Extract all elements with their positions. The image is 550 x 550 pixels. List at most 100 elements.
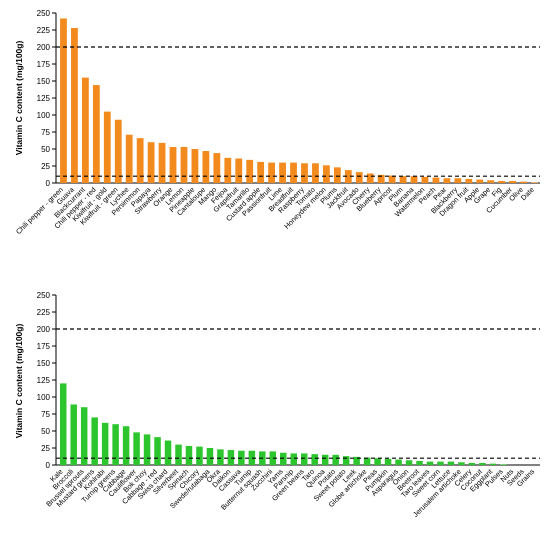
bar bbox=[395, 459, 402, 465]
chart-panel-vegetables: 0 25 50 75 100 125 150 175 200 225 250 Vitamin C co… bbox=[14, 291, 540, 519]
bar bbox=[301, 163, 308, 183]
bar bbox=[363, 457, 371, 465]
y-tick-label: 225 bbox=[37, 26, 51, 35]
y-tick-label: 150 bbox=[37, 359, 51, 368]
bar bbox=[164, 440, 172, 465]
bar bbox=[279, 162, 286, 183]
bar bbox=[498, 180, 506, 183]
y-axis-title: Vitamin C content (mg/100g) bbox=[14, 324, 24, 439]
bar bbox=[520, 181, 527, 183]
y-tick-label: 175 bbox=[37, 60, 51, 69]
bar bbox=[268, 162, 276, 183]
bar bbox=[191, 149, 199, 183]
y-tick-label: 250 bbox=[37, 9, 51, 18]
bar bbox=[217, 449, 224, 465]
bar bbox=[125, 134, 133, 183]
bar bbox=[269, 451, 277, 465]
bar bbox=[509, 180, 517, 183]
bar bbox=[476, 179, 484, 183]
bar bbox=[531, 182, 538, 183]
bar bbox=[353, 456, 360, 465]
bar bbox=[322, 165, 330, 183]
bar bbox=[136, 138, 144, 183]
y-tick-label: 125 bbox=[37, 376, 51, 385]
bar bbox=[468, 462, 476, 465]
bar bbox=[333, 167, 341, 183]
bar bbox=[344, 170, 352, 183]
bar bbox=[213, 153, 221, 183]
bar bbox=[81, 77, 89, 183]
bar bbox=[332, 454, 339, 465]
y-tick-label: 250 bbox=[37, 291, 51, 300]
bar bbox=[196, 446, 203, 465]
y-tick-label: 75 bbox=[41, 128, 50, 137]
bar bbox=[416, 460, 423, 465]
bar bbox=[432, 177, 440, 183]
y-tick-label: 225 bbox=[37, 308, 51, 317]
y-tick-label: 100 bbox=[37, 393, 51, 402]
bar bbox=[443, 178, 451, 183]
bar bbox=[311, 454, 318, 465]
chart-panel-fruits: 0 25 50 75 100 125 150 175 200 225 250 Vitamin C co… bbox=[14, 9, 540, 236]
bar bbox=[487, 180, 495, 183]
bar bbox=[489, 463, 497, 465]
y-axis-title: Vitamin C content (mg/100g) bbox=[14, 41, 24, 156]
bar bbox=[290, 453, 298, 465]
bar bbox=[300, 453, 308, 465]
bar bbox=[185, 445, 193, 465]
y-tick-label: 200 bbox=[37, 43, 51, 52]
y-tick-label: 25 bbox=[41, 444, 50, 453]
bar bbox=[321, 454, 329, 465]
bar bbox=[405, 460, 413, 465]
bar bbox=[374, 458, 381, 465]
bar bbox=[122, 426, 130, 465]
bar bbox=[479, 462, 486, 465]
bar bbox=[421, 176, 429, 183]
y-tick-label: 125 bbox=[37, 94, 51, 103]
bar bbox=[103, 111, 111, 183]
bar bbox=[80, 407, 88, 465]
bar bbox=[60, 18, 67, 183]
bar bbox=[206, 448, 214, 465]
y-tick-label: 75 bbox=[41, 410, 50, 419]
bar bbox=[248, 450, 256, 465]
bar bbox=[355, 172, 363, 183]
bar bbox=[454, 178, 462, 183]
bar bbox=[377, 174, 385, 183]
y-tick-label: 50 bbox=[41, 145, 50, 154]
bar bbox=[114, 119, 122, 183]
bar bbox=[342, 456, 350, 465]
bar bbox=[246, 159, 254, 183]
y-tick-label: 100 bbox=[37, 111, 51, 120]
bar bbox=[202, 151, 210, 183]
bar bbox=[175, 444, 182, 465]
bar bbox=[366, 173, 374, 183]
bar bbox=[458, 462, 465, 465]
bar bbox=[91, 417, 98, 465]
bar bbox=[227, 450, 235, 465]
bar bbox=[447, 461, 455, 465]
bar bbox=[101, 422, 109, 465]
y-tick-label: 175 bbox=[37, 342, 51, 351]
bar bbox=[426, 461, 434, 465]
bar bbox=[384, 458, 392, 465]
bar bbox=[312, 163, 319, 183]
bar bbox=[133, 432, 140, 465]
bar bbox=[169, 146, 177, 183]
bar bbox=[59, 383, 67, 465]
y-tick-label: 50 bbox=[41, 427, 50, 436]
bar bbox=[158, 142, 166, 183]
bar bbox=[280, 452, 287, 465]
bar bbox=[235, 158, 243, 183]
bar bbox=[437, 461, 444, 465]
bar bbox=[143, 434, 151, 465]
category-label: Date bbox=[519, 185, 536, 202]
bar bbox=[147, 142, 155, 183]
bar bbox=[70, 404, 77, 465]
bar bbox=[180, 146, 188, 183]
bar bbox=[399, 176, 407, 183]
bar bbox=[410, 176, 418, 183]
bar bbox=[92, 85, 100, 183]
y-tick-label: 25 bbox=[41, 162, 50, 171]
